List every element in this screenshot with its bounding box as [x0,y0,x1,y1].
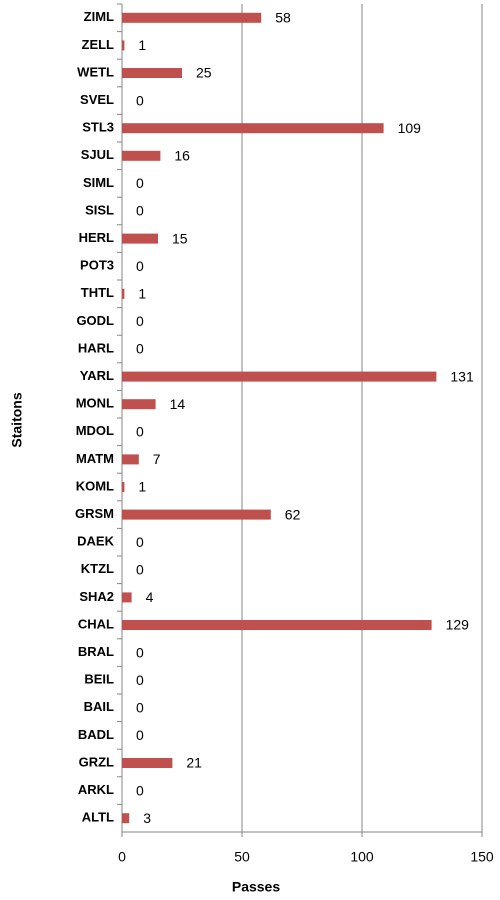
y-tick-label: POT3 [80,258,114,273]
data-label: 0 [136,700,144,716]
bar [122,482,125,492]
y-tick-label: SJUL [81,147,114,162]
data-label: 14 [170,396,186,412]
bar [122,233,158,244]
x-tick-label: 100 [350,849,374,865]
x-tick-label: 150 [470,849,494,865]
bar [122,288,125,299]
data-label: 1 [138,37,146,53]
data-label: 1 [138,286,146,302]
x-tick-label: 0 [118,849,126,865]
bar [122,68,182,78]
bar [122,592,132,603]
y-tick-label: CHAL [78,616,114,631]
y-tick-label: GRSM [75,506,114,521]
y-tick-label: KOML [76,478,114,493]
bar [122,123,384,134]
data-label: 0 [136,782,144,798]
y-axis-title: Staitons [9,392,25,447]
data-label: 3 [143,810,151,826]
y-tick-label: ARKL [78,782,114,797]
bar [122,40,125,51]
bar [122,620,432,630]
y-tick-label: HERL [79,230,114,245]
bar [122,12,262,23]
y-tick-label: ZIML [84,9,114,24]
bar [122,813,130,824]
y-tick-label: THTL [81,285,114,300]
bar [122,454,139,465]
data-label: 0 [136,644,144,660]
data-label: 0 [136,92,144,108]
y-tick-label: DAEK [77,534,114,549]
bar [122,371,437,382]
y-tick-label: MONL [76,396,114,411]
y-tick-label: GODL [76,313,114,328]
y-tick-label: MDOL [76,423,114,438]
data-label: 7 [153,451,161,467]
y-tick-label: SIML [83,175,114,190]
y-tick-label: ZELL [82,37,115,52]
data-label: 0 [136,313,144,329]
data-label: 0 [136,424,144,440]
x-axis-title: Passes [232,879,280,895]
data-label: 25 [196,65,212,81]
y-tick-label: MATM [76,451,114,466]
y-tick-label: HARL [78,340,114,355]
data-label: 0 [136,727,144,743]
y-tick-label: SVEL [80,92,114,107]
y-tick-label: GRZL [79,754,114,769]
data-label: 131 [450,368,474,384]
y-tick-label: BRAL [78,644,114,659]
y-tick-label: YARL [80,368,114,383]
data-label: 109 [398,120,422,136]
y-tick-label: STL3 [82,120,114,135]
y-tick-label: BAIL [84,699,114,714]
y-tick-label: ALTL [82,810,114,825]
data-label: 15 [172,230,188,246]
data-label: 21 [186,755,202,771]
x-tick-label: 50 [234,849,250,865]
data-label: 0 [136,258,144,274]
y-tick-label: BEIL [84,672,114,687]
data-label: 0 [136,562,144,578]
data-label: 0 [136,203,144,219]
y-tick-label: KTZL [81,561,114,576]
data-label: 0 [136,341,144,357]
y-tick-label: SISL [85,202,114,217]
y-tick-label: WETL [77,64,114,79]
data-label: 62 [285,506,301,522]
y-tick-label: SHA2 [79,589,114,604]
data-label: 0 [136,534,144,550]
data-label: 4 [146,589,154,605]
data-label: 1 [138,479,146,495]
bar [122,399,156,410]
data-label: 0 [136,175,144,191]
data-label: 0 [136,672,144,688]
data-label: 58 [275,10,291,26]
bar [122,150,161,161]
data-label: 129 [446,617,470,633]
y-tick-label: BADL [78,727,114,742]
data-label: 16 [174,148,190,164]
bar [122,509,271,520]
bar [122,758,173,768]
